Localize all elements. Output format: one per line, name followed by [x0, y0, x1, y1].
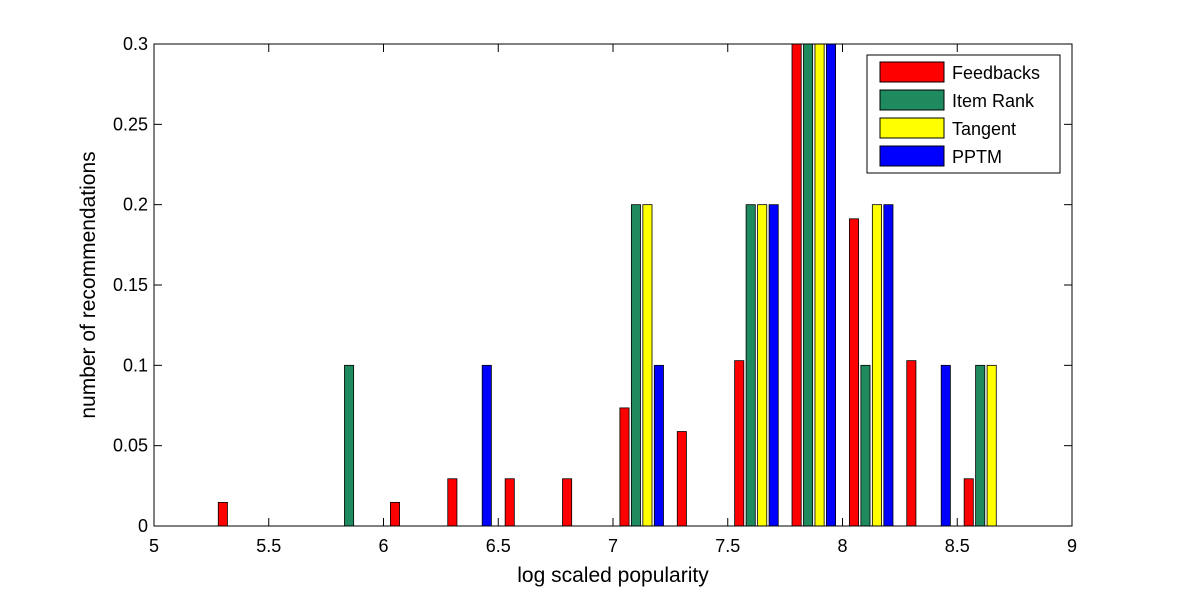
bar-pptm	[653, 364, 664, 527]
bar-item-rank	[860, 364, 871, 527]
legend-label: Tangent	[952, 119, 1016, 139]
bar-pptm	[940, 364, 951, 527]
bar-pptm	[826, 43, 837, 527]
x-tick-label: 8	[837, 536, 847, 556]
bar-item-rank	[745, 204, 756, 527]
bar-feedbacks	[963, 478, 974, 527]
bar-feedbacks	[447, 478, 458, 527]
x-tick-label: 5	[149, 536, 159, 556]
legend-label: Feedbacks	[952, 63, 1040, 83]
bar-feedbacks	[791, 43, 802, 527]
x-tick-label: 7	[608, 536, 618, 556]
x-tick-label: 5.5	[256, 536, 281, 556]
legend-swatch-feedbacks	[879, 61, 945, 83]
bar-tangent	[986, 364, 997, 527]
bar-feedbacks	[676, 431, 687, 527]
bar-feedbacks	[734, 360, 745, 527]
y-tick-label: 0	[138, 516, 148, 536]
y-tick-label: 0.2	[123, 195, 148, 215]
legend-swatch-tangent	[879, 117, 945, 139]
bar-feedbacks	[619, 407, 630, 527]
bar-tangent	[757, 204, 768, 527]
bar-feedbacks	[504, 478, 515, 527]
y-tick-label: 0.05	[113, 436, 148, 456]
bar-feedbacks	[562, 478, 573, 527]
bar-tangent	[814, 43, 825, 527]
bar-feedbacks	[906, 360, 917, 527]
x-tick-label: 7.5	[715, 536, 740, 556]
legend: Feedbacks Item Rank Tangent PPTM	[866, 54, 1061, 174]
bar-item-rank	[344, 364, 355, 527]
x-axis-label: log scaled popularity	[517, 564, 709, 587]
legend-label: PPTM	[952, 147, 1002, 167]
y-tick-label: 0.25	[113, 114, 148, 134]
bar-item-rank	[803, 43, 814, 527]
bar-item-rank	[975, 364, 986, 527]
bar-pptm	[883, 204, 894, 527]
bar-feedbacks	[389, 501, 400, 527]
bar-item-rank	[630, 204, 641, 527]
legend-swatch-pptm	[879, 145, 945, 167]
y-tick-label: 0.3	[123, 34, 148, 54]
bar-tangent	[871, 204, 882, 527]
y-axis-label: number of recommendations	[77, 151, 100, 418]
x-tick-label: 8.5	[945, 536, 970, 556]
legend-label: Item Rank	[952, 91, 1035, 111]
y-tick-label: 0.15	[113, 275, 148, 295]
x-tick-label: 6	[378, 536, 388, 556]
bar-feedbacks	[848, 218, 859, 527]
x-tick-label: 6.5	[486, 536, 511, 556]
bar-feedbacks	[217, 501, 228, 527]
y-tick-label: 0.1	[123, 355, 148, 375]
bar-tangent	[642, 204, 653, 527]
legend-swatch-item-rank	[879, 89, 945, 111]
bar-pptm	[768, 204, 779, 527]
bar-pptm	[481, 364, 492, 527]
x-tick-label: 9	[1067, 536, 1077, 556]
